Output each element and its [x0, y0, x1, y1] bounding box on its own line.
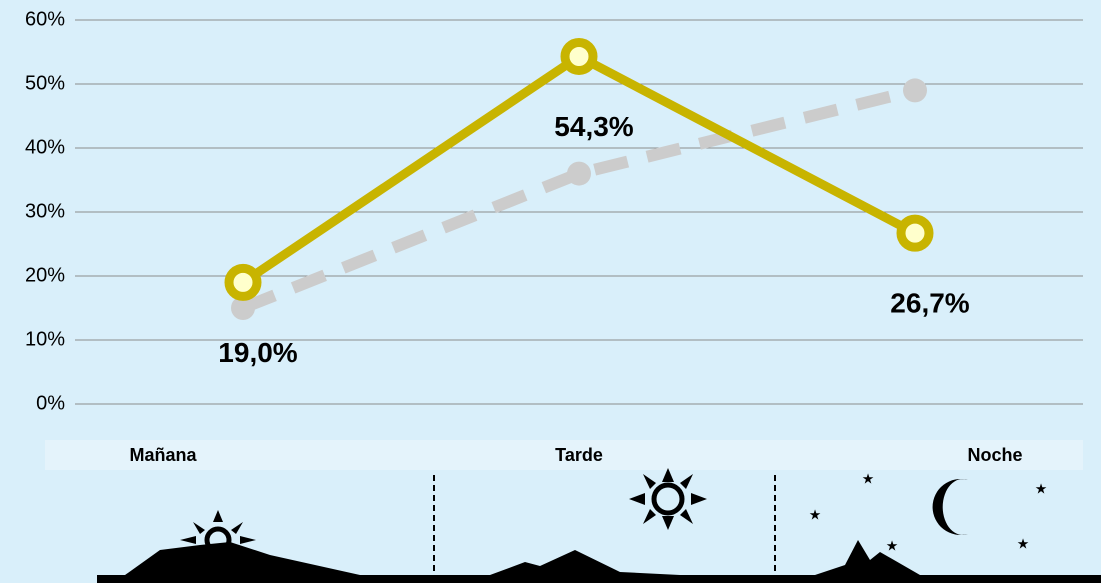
point — [229, 268, 257, 296]
point — [565, 42, 593, 70]
value-label: 19,0% — [218, 337, 297, 368]
stars: ★ ★ ★ ★ ★ — [809, 471, 1048, 554]
afternoon-sun — [629, 468, 707, 530]
x-tick-label: Tarde — [555, 445, 603, 465]
x-tick-label: Noche — [967, 445, 1022, 465]
y-tick-label: 10% — [25, 328, 65, 350]
chart: ★ ★ ★ ★ ★ 0% 10% 20% 30% 40% 50% 60% Mañana Tard… — [0, 0, 1101, 583]
y-tick-label: 40% — [25, 136, 65, 158]
svg-text:★: ★ — [862, 471, 875, 487]
svg-text:★: ★ — [886, 538, 899, 554]
point — [567, 162, 591, 186]
moon — [933, 479, 968, 535]
value-label: 54,3% — [554, 111, 633, 142]
y-tick-label: 0% — [36, 392, 65, 414]
value-label: 26,7% — [890, 288, 969, 319]
y-tick-label: 20% — [25, 264, 65, 286]
point — [901, 219, 929, 247]
svg-text:★: ★ — [1017, 536, 1030, 552]
x-tick-label: Mañana — [129, 445, 197, 465]
svg-text:★: ★ — [809, 507, 822, 523]
point — [903, 78, 927, 102]
svg-text:★: ★ — [1035, 481, 1048, 497]
ground — [97, 540, 1101, 583]
y-tick-label: 30% — [25, 200, 65, 222]
scene: ★ ★ ★ ★ ★ — [97, 468, 1101, 583]
y-tick-label: 60% — [25, 8, 65, 30]
y-tick-label: 50% — [25, 72, 65, 94]
